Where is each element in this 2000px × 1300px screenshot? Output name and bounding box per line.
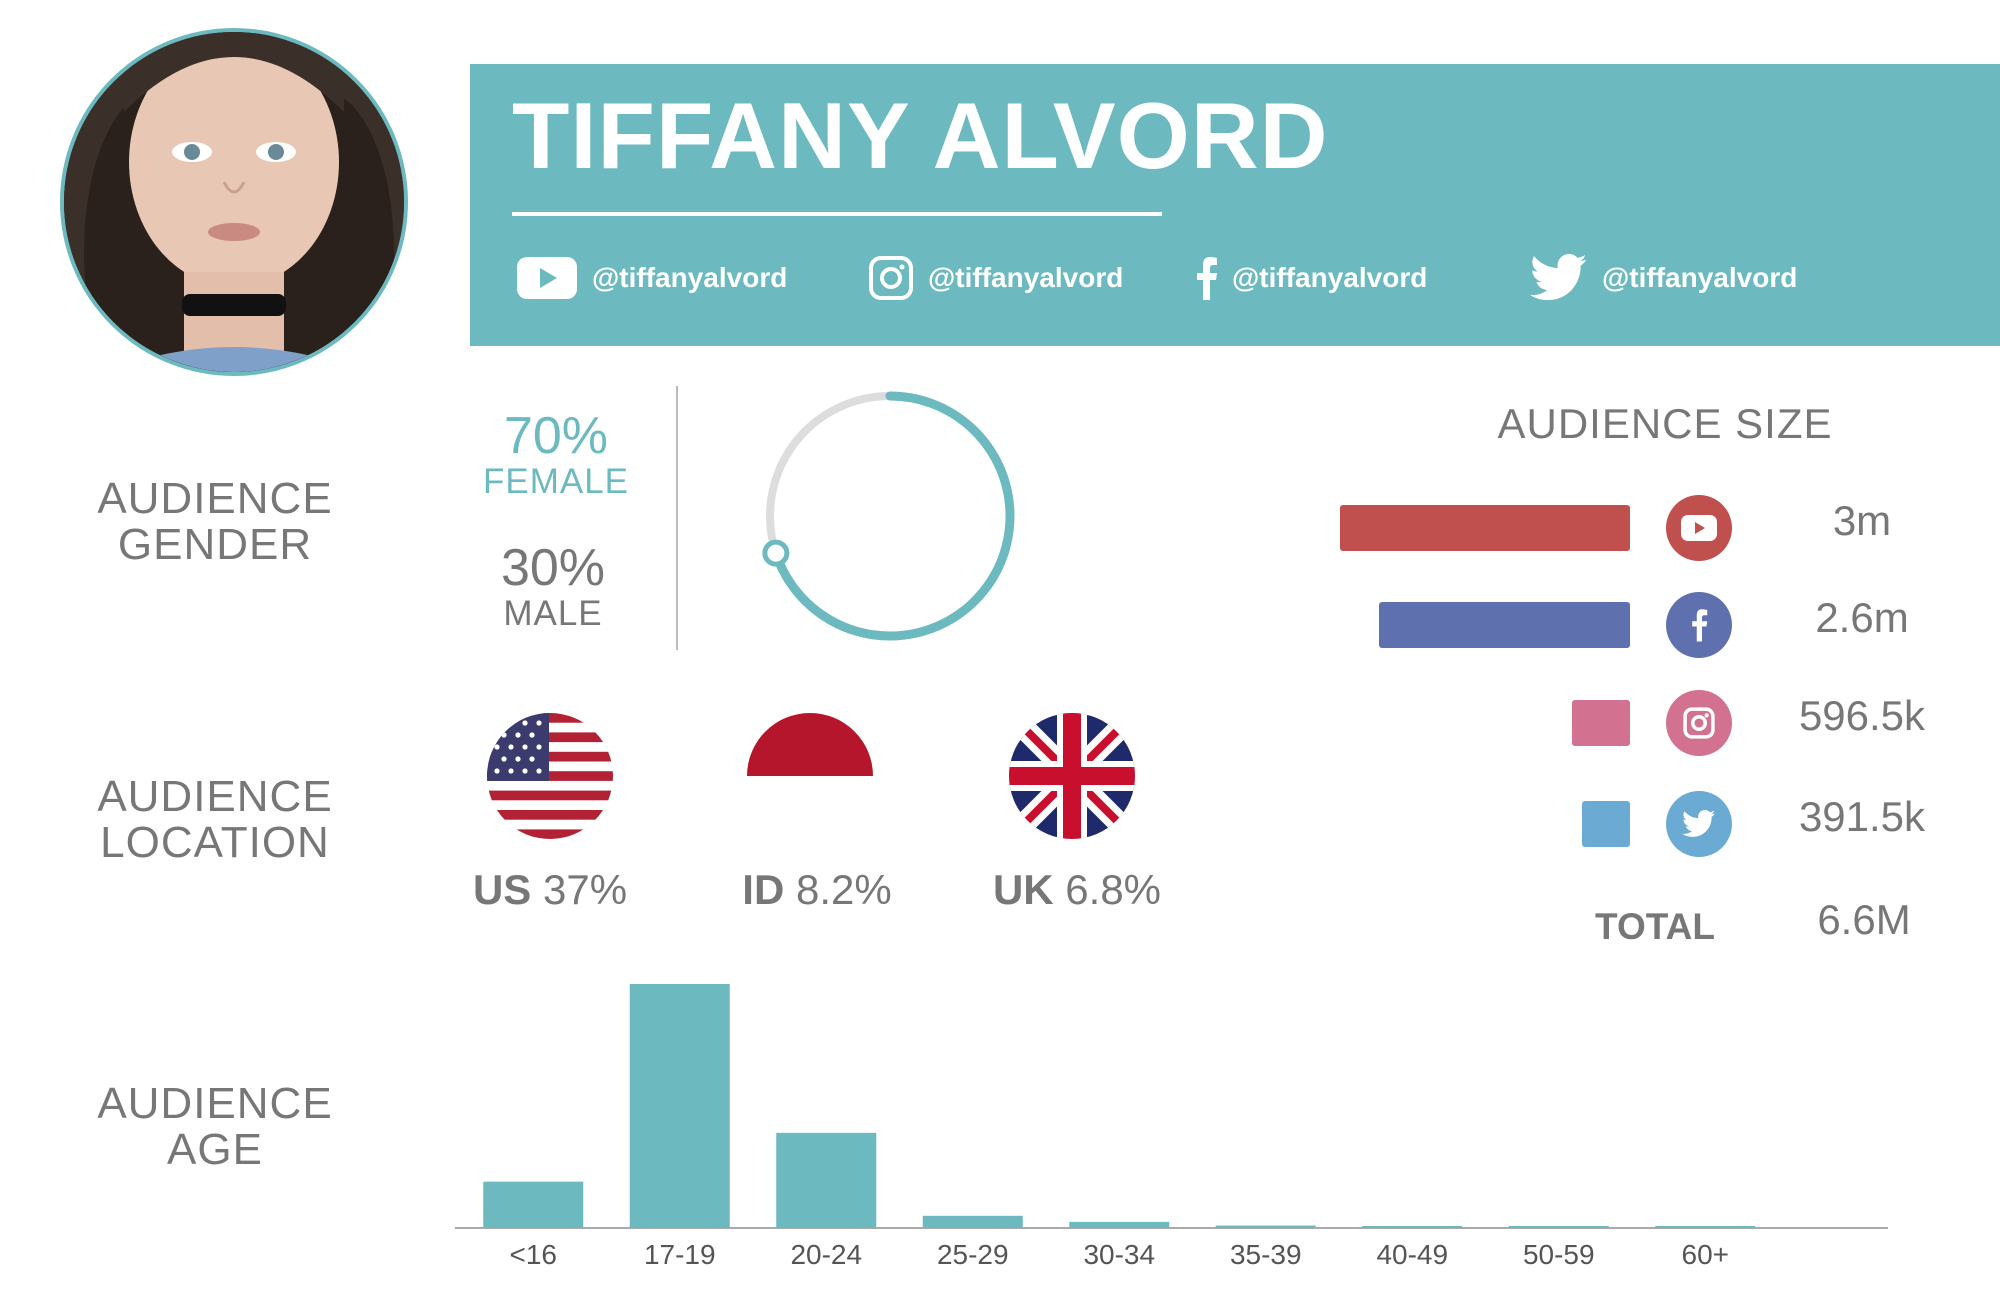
age-tick-label-8: 60+ xyxy=(1682,1239,1730,1270)
instagram-size-bar xyxy=(1572,700,1630,746)
location-section-label: AUDIENCE LOCATION xyxy=(50,774,380,866)
uk-flag-icon xyxy=(1009,713,1135,839)
location-label-line1: AUDIENCE xyxy=(97,772,333,821)
age-bar-5 xyxy=(1215,1225,1316,1228)
gender-label-line1: AUDIENCE xyxy=(97,474,333,523)
male-label: MALE xyxy=(503,594,603,633)
age-bar-2 xyxy=(776,1132,877,1228)
twitter-icon xyxy=(1530,254,1587,301)
age-tick-label-3: 25-29 xyxy=(937,1239,1009,1270)
youtube-handle[interactable]: @tiffanyalvord xyxy=(516,256,787,300)
indonesia-flag-icon xyxy=(747,713,873,839)
instagram-handle[interactable]: @tiffanyalvord xyxy=(868,256,1123,300)
location-uk: UK 6.8% xyxy=(957,866,1197,914)
age-label-line2: AGE xyxy=(167,1125,263,1174)
female-arc-knob xyxy=(762,539,790,567)
facebook-handle-text: @tiffanyalvord xyxy=(1232,262,1428,293)
male-percent: 30% xyxy=(500,539,606,597)
age-bar-4 xyxy=(1069,1221,1170,1228)
instagram-icon xyxy=(1666,690,1732,756)
twitter-size-bar xyxy=(1582,801,1630,847)
location-uk-pct: 6.8% xyxy=(1065,866,1162,913)
location-label-line2: LOCATION xyxy=(100,818,330,867)
facebook-size-value: 2.6m xyxy=(1815,594,1909,641)
twitter-handle[interactable]: @tiffanyalvord xyxy=(1530,254,1798,301)
portrait-image xyxy=(64,32,404,372)
age-tick-label-1: 17-19 xyxy=(644,1239,716,1270)
age-bar-0 xyxy=(483,1181,584,1228)
age-tick-label-7: 50-59 xyxy=(1523,1239,1595,1270)
total-label: TOTAL xyxy=(1595,906,1715,947)
twitter-icon xyxy=(1666,791,1732,857)
instagram-icon xyxy=(869,256,913,300)
total-value: 6.6M xyxy=(1817,896,1911,943)
gender-section-label: AUDIENCE GENDER xyxy=(50,476,380,568)
facebook-handle[interactable]: @tiffanyalvord xyxy=(1194,256,1427,300)
location-id-pct: 8.2% xyxy=(795,866,892,913)
location-id-code: ID xyxy=(742,866,785,913)
gender-label-line2: GENDER xyxy=(117,520,313,569)
us-flag-icon xyxy=(487,713,613,839)
age-bar-3 xyxy=(922,1215,1023,1228)
facebook-size-bar xyxy=(1378,602,1630,648)
age-label-line1: AUDIENCE xyxy=(97,1079,333,1128)
female-percent: 70% xyxy=(503,407,609,465)
youtube-handle-text: @tiffanyalvord xyxy=(592,262,788,293)
female-arc xyxy=(771,391,1015,641)
instagram-size-value: 596.5k xyxy=(1798,692,1926,739)
location-us-code: US xyxy=(472,866,532,913)
profile-avatar xyxy=(60,28,408,376)
audience-size-title: AUDIENCE SIZE xyxy=(1497,400,1833,447)
instagram-handle-text: @tiffanyalvord xyxy=(928,262,1124,293)
age-bar-7 xyxy=(1508,1226,1609,1228)
location-us: US 37% xyxy=(430,866,670,914)
age-bar-chart: <16 17-19 20-24 25-29 30-34 35-39 40-49 50-59 60… xyxy=(455,984,1888,1270)
youtube-icon xyxy=(517,257,577,299)
name-underline xyxy=(512,212,1162,216)
age-tick-label-2: 20-24 xyxy=(790,1239,862,1270)
age-section-label: AUDIENCE AGE xyxy=(50,1081,380,1173)
age-tick-label-4: 30-34 xyxy=(1083,1239,1155,1270)
gender-divider xyxy=(676,386,678,650)
facebook-icon xyxy=(1197,257,1217,300)
location-us-pct: 37% xyxy=(542,866,628,913)
female-label: FEMALE xyxy=(482,462,630,501)
age-tick-label-5: 35-39 xyxy=(1230,1239,1302,1270)
youtube-icon xyxy=(1666,495,1732,561)
profile-name: TIFFANY ALVORD xyxy=(512,83,1329,188)
location-id: ID 8.2% xyxy=(697,866,937,914)
twitter-size-value: 391.5k xyxy=(1798,793,1926,840)
facebook-icon xyxy=(1666,592,1732,658)
age-tick-label-0: <16 xyxy=(510,1239,558,1270)
gender-ring-chart xyxy=(762,391,1015,641)
age-tick-label-6: 40-49 xyxy=(1376,1239,1448,1270)
header-banner xyxy=(470,64,2000,346)
age-bar-1 xyxy=(629,984,730,1228)
age-bar-8 xyxy=(1655,1226,1756,1228)
twitter-handle-text: @tiffanyalvord xyxy=(1602,262,1798,293)
location-uk-code: UK xyxy=(992,866,1054,913)
youtube-size-value: 3m xyxy=(1832,497,1892,544)
age-bar-6 xyxy=(1362,1226,1463,1228)
youtube-size-bar xyxy=(1340,505,1630,551)
